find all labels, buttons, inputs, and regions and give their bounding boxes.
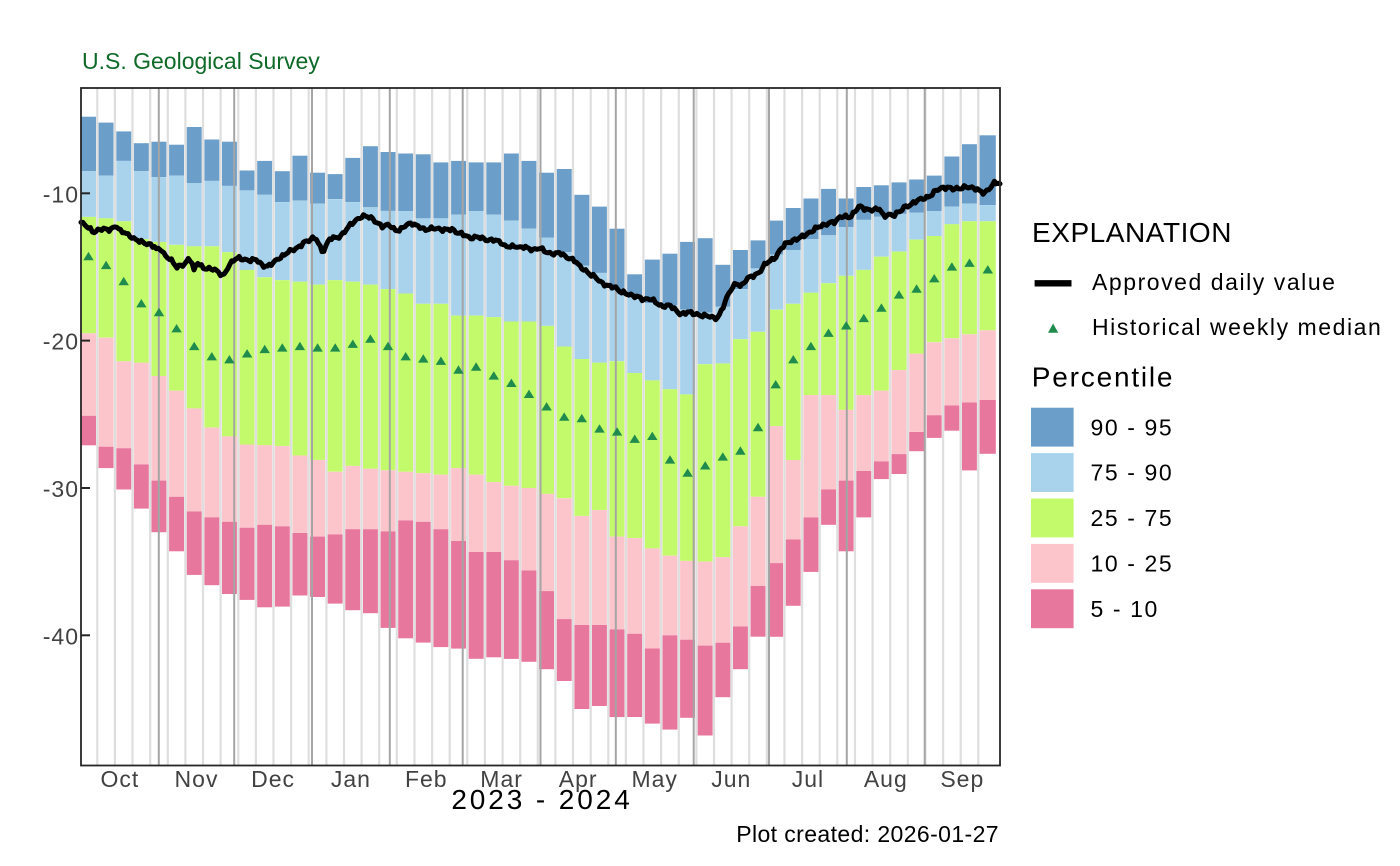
svg-text:Apr: Apr [559,766,598,792]
svg-text:Mar: Mar [480,766,523,792]
svg-text:Sep: Sep [940,766,984,792]
svg-text:25 - 75: 25 - 75 [1091,505,1174,531]
svg-text:-10: -10 [43,181,79,207]
svg-text:-30: -30 [43,476,79,502]
svg-text:Plot created: 2026-01-27: Plot created: 2026-01-27 [736,821,999,847]
svg-text:Feb: Feb [405,766,448,792]
svg-text:Historical weekly median: Historical weekly median [1092,314,1382,340]
svg-text:Jan: Jan [331,766,371,792]
svg-text:Jun: Jun [711,766,751,792]
svg-text:Approved daily value: Approved daily value [1092,269,1337,295]
svg-text:May: May [631,766,677,792]
svg-text:90 - 95: 90 - 95 [1091,414,1174,440]
svg-text:-20: -20 [43,329,79,355]
svg-text:Percentile: Percentile [1032,362,1175,393]
svg-text:Nov: Nov [175,766,219,792]
svg-text:75 - 90: 75 - 90 [1091,460,1174,486]
svg-text:Dec: Dec [251,766,295,792]
svg-text:EXPLANATION: EXPLANATION [1032,217,1232,248]
svg-text:U.S. Geological Survey: U.S. Geological Survey [82,48,320,74]
svg-text:5 - 10: 5 - 10 [1091,596,1159,622]
svg-text:2023 - 2024: 2023 - 2024 [451,784,632,815]
svg-text:Oct: Oct [101,766,140,792]
svg-text:-40: -40 [43,623,79,649]
svg-text:10 - 25: 10 - 25 [1091,551,1174,577]
svg-text:Aug: Aug [864,766,908,792]
svg-text:Jul: Jul [792,766,824,792]
